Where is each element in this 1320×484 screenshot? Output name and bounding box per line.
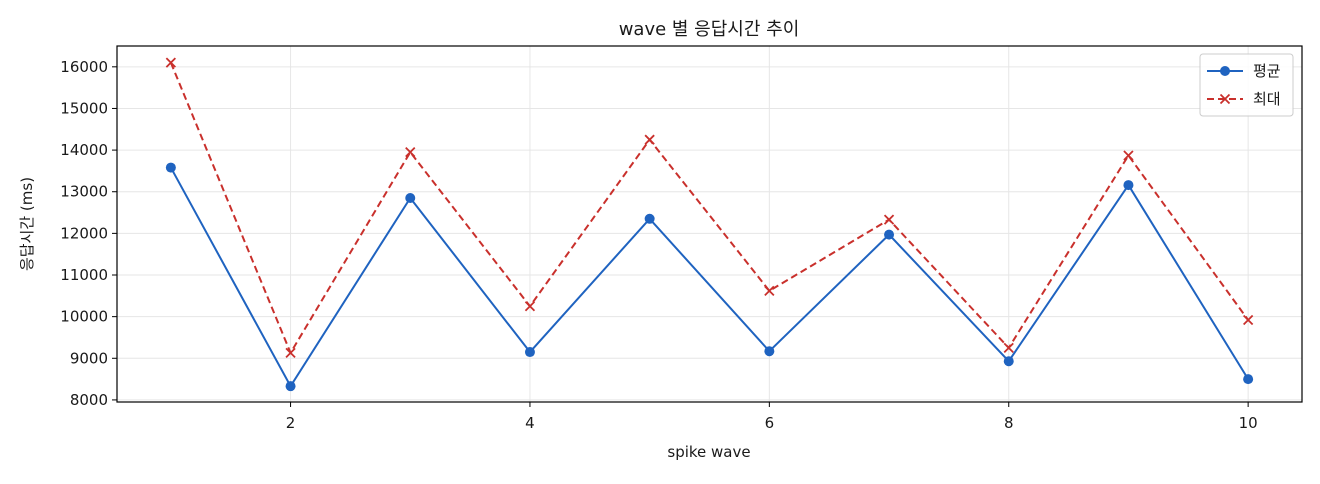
- series-line-2: [169, 62, 1249, 354]
- x-tick-label: 10: [1239, 414, 1258, 432]
- series-line-1: [169, 167, 1249, 388]
- data-point-1: [165, 162, 176, 173]
- data-point-2: [165, 57, 177, 68]
- legend-label: 최대: [1253, 90, 1281, 108]
- y-tick-label: 8000: [70, 391, 108, 409]
- y-tick-label: 16000: [60, 58, 108, 76]
- legend-label: 평균: [1253, 62, 1281, 80]
- x-tick-label: 8: [1004, 414, 1014, 432]
- data-point-2: [644, 134, 655, 145]
- data-point-2: [1003, 342, 1014, 354]
- data-point-1: [1003, 356, 1014, 367]
- data-point-1: [764, 346, 775, 357]
- data-point-1: [884, 229, 895, 240]
- data-point-1: [285, 381, 296, 392]
- y-tick-label: 14000: [60, 141, 108, 159]
- plot-frame: [116, 45, 1303, 403]
- x-tick-label: 6: [765, 414, 775, 432]
- y-tick-label: 12000: [60, 224, 108, 242]
- data-point-1: [1123, 180, 1134, 191]
- y-axis-title: 응답시간 (ms): [18, 177, 36, 271]
- series-layer: [165, 57, 1254, 392]
- x-tick-label: 2: [286, 414, 296, 432]
- data-point-2: [405, 147, 416, 158]
- grid-lines: [117, 46, 1302, 402]
- y-tick-label: 9000: [70, 349, 108, 367]
- data-point-2: [1123, 150, 1134, 161]
- data-point-2: [883, 214, 895, 225]
- data-point-2: [285, 347, 296, 359]
- x-axis-title: spike wave: [667, 443, 750, 461]
- y-tick-label: 10000: [60, 308, 108, 326]
- data-point-1: [405, 192, 416, 203]
- y-tick-label: 13000: [60, 183, 108, 201]
- data-point-1: [1243, 374, 1254, 385]
- legend-swatch-marker: [1219, 93, 1231, 105]
- y-tick-label: 15000: [60, 99, 108, 117]
- y-tick-label: 11000: [60, 266, 108, 284]
- data-point-2: [524, 301, 536, 312]
- data-point-2: [764, 285, 775, 296]
- x-tick-label: 4: [525, 414, 535, 432]
- axis-ticks: 2 4 6 8 10 8000 9000 10000 11000 12000 13000 14000 1…: [60, 58, 1257, 432]
- data-point-1: [644, 213, 655, 224]
- data-point-1: [524, 347, 535, 358]
- data-point-2: [1243, 314, 1254, 326]
- legend-swatch-marker: [1220, 66, 1230, 76]
- chart-title: wave 별 응답시간 추이: [619, 19, 800, 40]
